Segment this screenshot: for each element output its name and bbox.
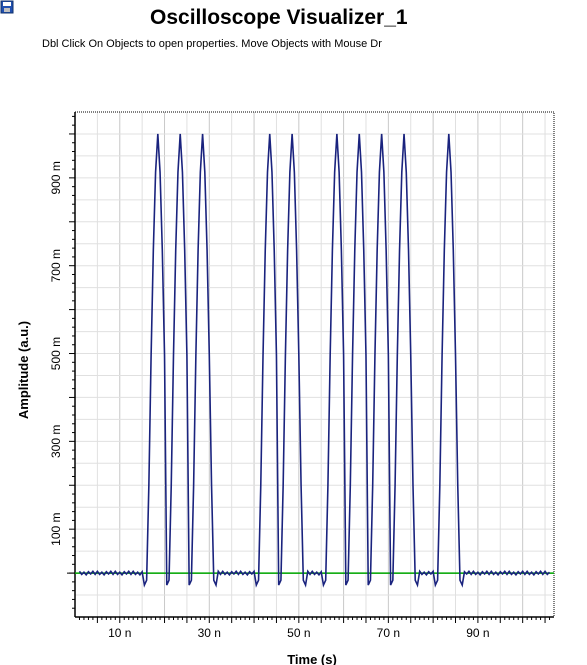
x-tick-label: 70 n: [377, 626, 400, 640]
instructions-text: Dbl Click On Objects to open properties.…: [42, 38, 382, 50]
y-tick-label: 900 m: [49, 161, 63, 194]
chart-axes: [67, 112, 554, 618]
y-axis-title: Amplitude (a.u.): [16, 321, 31, 419]
y-tick-label: 500 m: [49, 337, 63, 370]
x-tick-label: 50 n: [287, 626, 310, 640]
y-tick-label: 300 m: [49, 425, 63, 458]
x-tick-label: 10 n: [108, 626, 131, 640]
x-tick-label: 90 n: [466, 626, 489, 640]
save-icon[interactable]: [0, 0, 14, 14]
y-tick-label: 700 m: [49, 249, 63, 282]
y-tick-label: 100 m: [49, 512, 63, 545]
window-title: Oscilloscope Visualizer_1: [150, 6, 408, 29]
chart-series: [75, 133, 554, 588]
chart-ticks: 10 n 30 n 50 n 70 n 90 n 100 m 300 m 500 m 700 m…: [49, 115, 551, 640]
x-axis-title: Time (s): [287, 652, 337, 665]
signal-trace[interactable]: [78, 133, 551, 588]
x-tick-label: 30 n: [198, 626, 221, 640]
